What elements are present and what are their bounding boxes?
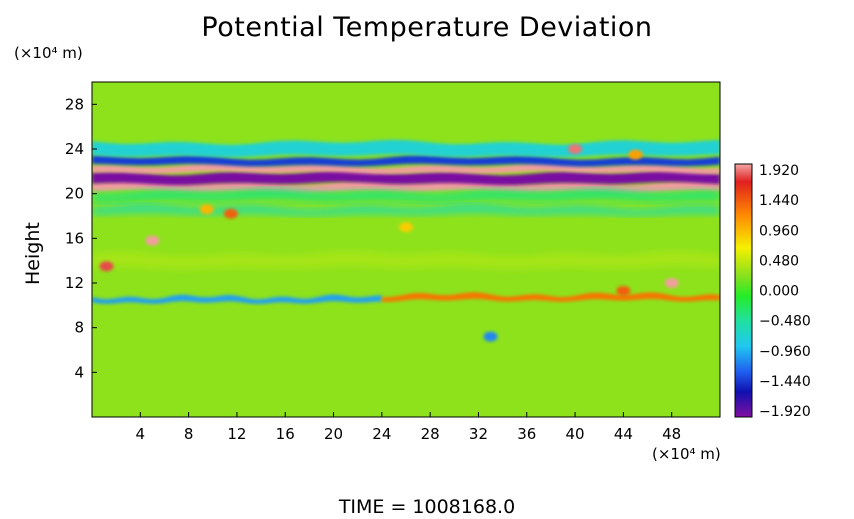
y-tick-label: 8 <box>74 319 84 337</box>
colorbar-gradient <box>734 163 753 418</box>
chart-title: Potential Temperature Deviation <box>201 12 653 43</box>
field-feature <box>145 235 160 246</box>
field-band <box>92 155 720 167</box>
colorbar-label: −0.960 <box>759 344 811 360</box>
colorbar-label: −1.440 <box>759 374 811 390</box>
y-tick-label: 20 <box>65 185 84 203</box>
field-feature <box>399 222 413 233</box>
field-band <box>92 251 720 269</box>
field-band <box>92 139 720 158</box>
x-axis-unit: (×10⁴ m) <box>652 445 721 463</box>
colorbar-label: 0.960 <box>759 223 799 239</box>
x-tick-label: 48 <box>662 425 681 443</box>
y-tick-label: 12 <box>65 274 84 292</box>
colorbar-label: 0.480 <box>759 253 799 269</box>
x-tick-label: 40 <box>566 425 585 443</box>
colorbar: 1.920 1.440 0.960 0.480 0.000 −0.480 −0.960 −1.… <box>734 163 811 420</box>
x-tick-label: 28 <box>421 425 440 443</box>
x-tick-label: 12 <box>227 425 246 443</box>
colorbar-label: 1.440 <box>759 193 799 209</box>
y-tick-label: 16 <box>65 229 84 247</box>
x-tick-label: 36 <box>517 425 536 443</box>
field-band <box>92 188 720 202</box>
field-feature <box>99 261 114 272</box>
field-band <box>92 204 720 216</box>
heatmap-field <box>92 82 720 417</box>
y-tick-label: 4 <box>74 363 84 381</box>
field-feature <box>568 144 583 154</box>
x-tick-label: 44 <box>614 425 633 443</box>
field-band <box>92 294 382 304</box>
y-tick-label: 28 <box>65 95 84 113</box>
y-tick-label: 24 <box>65 140 84 158</box>
field-feature <box>223 208 238 219</box>
field-band <box>381 292 720 302</box>
field-feature <box>664 278 679 288</box>
x-tick-label: 32 <box>469 425 488 443</box>
y-axis-unit: (×10⁴ m) <box>14 44 83 62</box>
field-feature <box>616 285 631 296</box>
colorbar-label: −0.480 <box>759 314 811 330</box>
x-tick-label: 16 <box>276 425 295 443</box>
x-tick-label: 8 <box>184 425 194 443</box>
colorbar-label: 1.920 <box>759 163 799 179</box>
x-tick-label: 24 <box>372 425 391 443</box>
field-feature <box>199 204 214 215</box>
x-tick-label: 4 <box>136 425 146 443</box>
colorbar-label: 0.000 <box>759 284 799 300</box>
field-background <box>92 82 720 417</box>
plot-frame <box>91 81 721 418</box>
field-band <box>92 169 720 186</box>
colorbar-label: −1.920 <box>759 404 811 420</box>
field-feature <box>628 149 643 160</box>
field-feature <box>483 331 498 342</box>
time-label: TIME = 1008168.0 <box>338 496 516 518</box>
x-tick-label: 20 <box>324 425 343 443</box>
